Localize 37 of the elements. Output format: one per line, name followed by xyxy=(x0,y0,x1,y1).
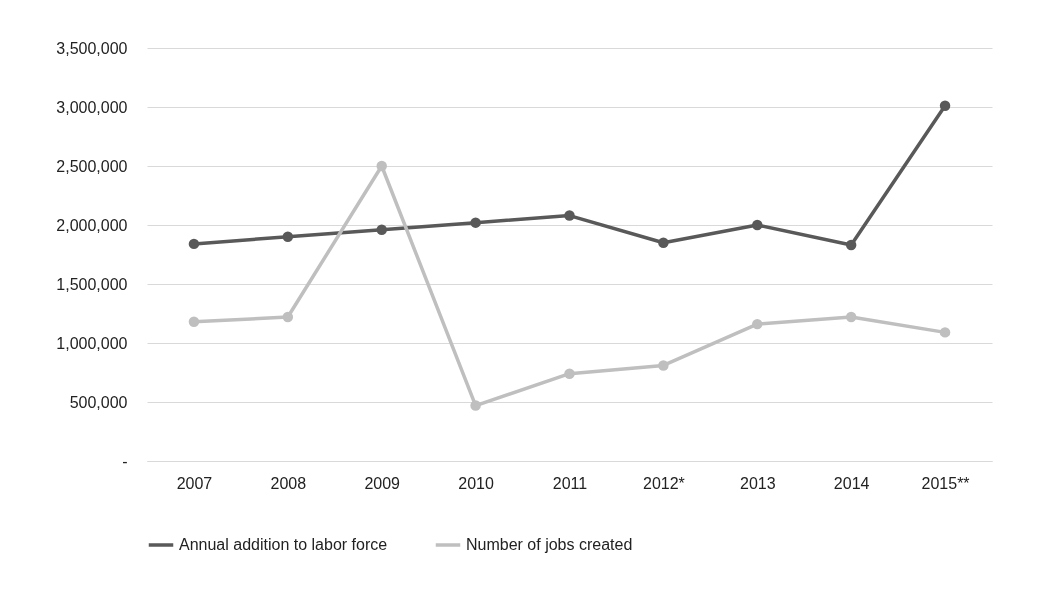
x-tick-label: 2008 xyxy=(270,474,307,492)
x-tick-label: 2010 xyxy=(458,474,495,492)
y-tick-label: 3,500,000 xyxy=(56,39,128,57)
x-tick-label: 2007 xyxy=(176,474,213,492)
y-tick-label: 1,500,000 xyxy=(56,275,128,293)
x-tick-label: 2015** xyxy=(921,474,970,492)
point xyxy=(845,311,857,323)
point xyxy=(188,316,200,327)
point xyxy=(376,160,387,172)
point xyxy=(845,239,857,251)
y-tick-label: 500,000 xyxy=(69,393,128,411)
y-tick-label: 2,500,000 xyxy=(56,157,128,175)
y-tick-label: 3,000,000 xyxy=(56,98,128,116)
x-tick-label: 2009 xyxy=(364,474,401,492)
point xyxy=(564,368,575,379)
point xyxy=(282,311,294,323)
legend-label: Annual addition to labor force xyxy=(179,536,388,553)
point xyxy=(752,318,763,330)
point xyxy=(470,217,481,228)
point xyxy=(939,100,951,112)
y-tick-label: 2,000,000 xyxy=(56,216,128,234)
point xyxy=(939,327,951,338)
legend-label: Number of jobs created xyxy=(466,536,633,553)
y-tick-label: 1,000,000 xyxy=(56,334,128,352)
point xyxy=(658,360,669,371)
x-tick-label: 2014 xyxy=(833,474,870,492)
point xyxy=(752,219,763,231)
x-tick-label: 2013 xyxy=(739,474,776,492)
x-tick-label: 2012* xyxy=(642,474,685,492)
point xyxy=(564,210,575,221)
point xyxy=(658,237,669,248)
point xyxy=(470,400,481,411)
y-tick-label: - xyxy=(122,452,128,470)
point xyxy=(282,231,294,243)
x-tick-label: 2011 xyxy=(552,474,588,492)
point xyxy=(188,238,200,250)
point xyxy=(376,224,387,235)
